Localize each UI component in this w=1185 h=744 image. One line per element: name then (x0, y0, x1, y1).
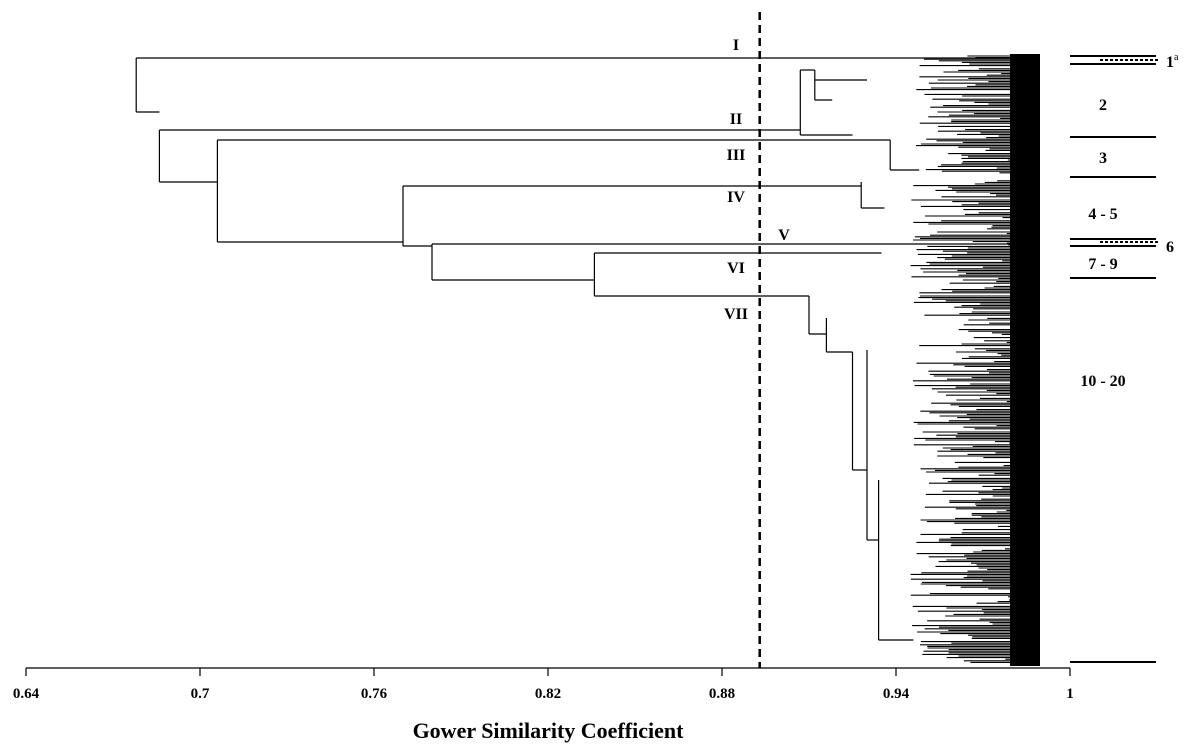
group-label-v: V (778, 227, 790, 244)
group-label-vii: VII (724, 306, 748, 323)
x-tick-label: 0.64 (13, 686, 40, 702)
leaf-block (1010, 54, 1040, 666)
cluster-label: 3 (1099, 150, 1107, 167)
group-label-iii: III (727, 147, 746, 164)
x-tick-label: 0.88 (709, 686, 735, 702)
group-label-i: I (733, 37, 739, 54)
x-tick-label: 0.82 (535, 686, 561, 702)
dendrogram-tree (135, 57, 1040, 641)
x-tick-label: 0.94 (883, 686, 910, 702)
cluster-label: 7 - 9 (1088, 256, 1117, 273)
x-tick-label: 0.7 (191, 686, 210, 702)
cluster-label-superscript: a (1174, 52, 1179, 63)
cluster-label: 6 (1166, 239, 1174, 256)
cluster-label: 1a (1166, 52, 1179, 71)
cluster-label: 10 - 20 (1080, 373, 1125, 390)
x-axis-title: Gower Similarity Coefficient (413, 718, 685, 743)
leaf-branches (910, 54, 1040, 666)
cluster-label: 4 - 5 (1088, 206, 1117, 223)
cluster-label: 2 (1099, 97, 1107, 114)
group-label-ii: II (730, 111, 742, 128)
x-tick-label: 0.76 (361, 686, 388, 702)
cluster-markers: 1a 2 3 4 - 5 6 7 - 9 10 - 20 (1070, 52, 1179, 663)
group-label-iv: IV (727, 189, 745, 206)
group-label-vi: VI (727, 260, 745, 277)
x-axis: 0.64 0.7 0.76 0.82 0.88 0.94 1 (13, 667, 1074, 702)
x-tick-label: 1 (1066, 686, 1074, 702)
